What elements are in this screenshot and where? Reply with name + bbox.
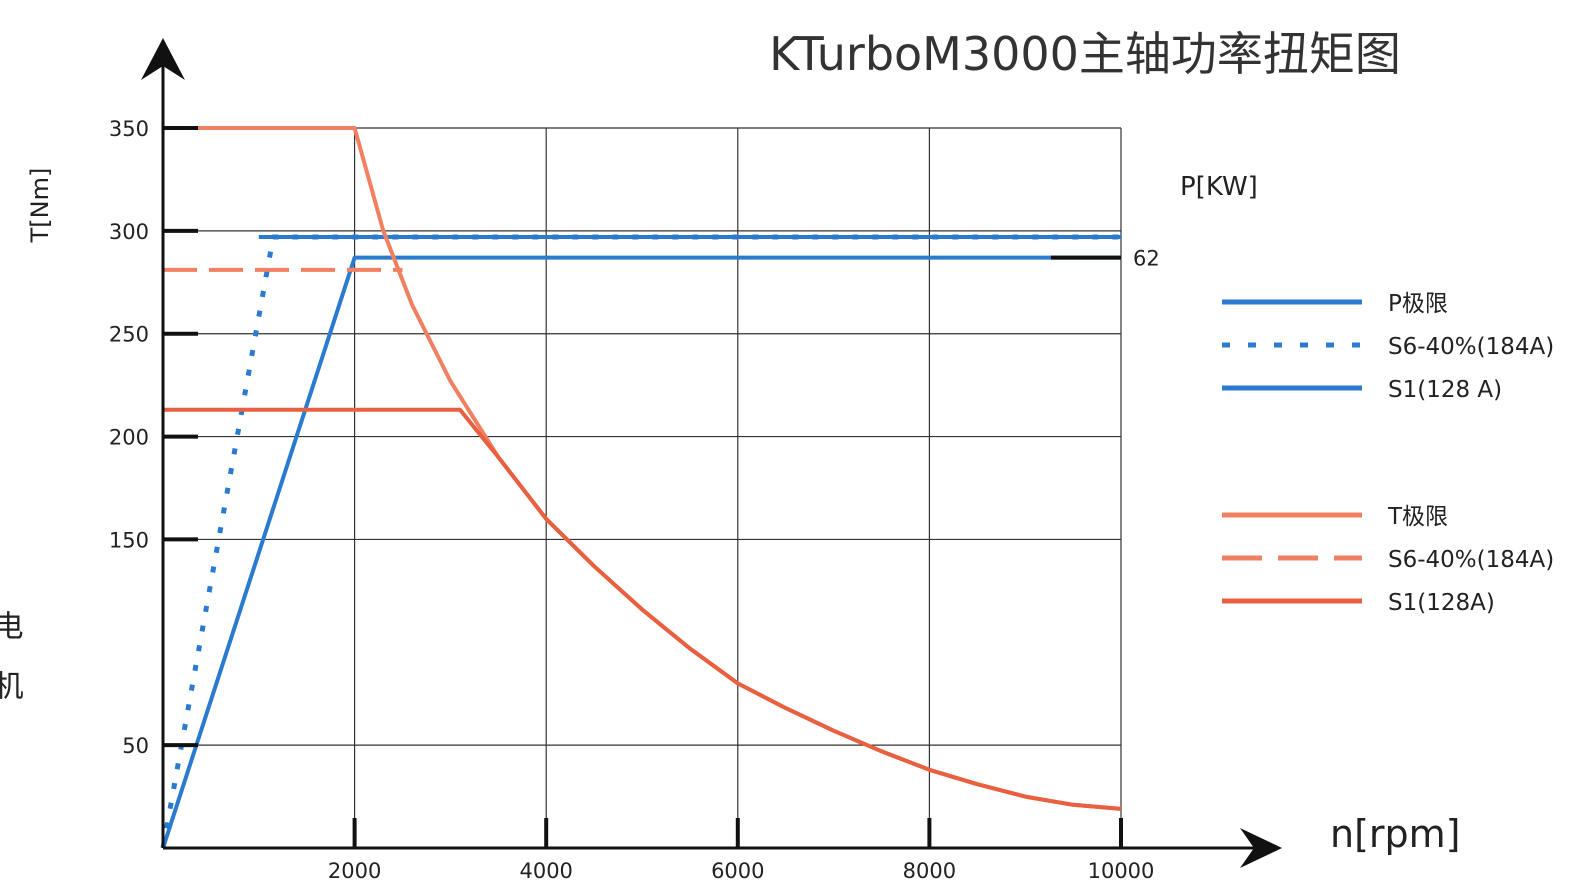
axes-layer: 50 150 200 250 300 350 2000 4000 6000 8000 10000 62 [109, 38, 1282, 883]
y-axis-label: T[Nm] [26, 168, 54, 244]
legend-power-label-1: S6-40%(184A) [1388, 334, 1554, 360]
x-axis-arrow [1240, 828, 1282, 868]
y-tick-label: 200 [109, 426, 149, 450]
power-tick-label: 62 [1133, 247, 1160, 271]
series-line-3 [163, 126, 1122, 811]
y-tick-label: 350 [109, 117, 149, 141]
y-tick-label: 50 [122, 734, 149, 758]
x-tick-label: 4000 [519, 859, 572, 882]
legend-power-label-0: P极限 [1388, 291, 1448, 317]
legend-power-label-2: S1(128 A) [1388, 377, 1502, 403]
y-tick-label: 300 [109, 220, 149, 244]
series-line-5 [163, 407, 1122, 811]
y-axis-arrow [141, 38, 185, 80]
x-tick-label: 6000 [711, 859, 764, 882]
y-tick-label: 150 [109, 528, 149, 552]
x-tick-label: 8000 [903, 859, 956, 882]
power-axis-label: P[KW] [1180, 172, 1258, 202]
y-tick-label: 250 [109, 323, 149, 347]
chart-title: KTurboM3000主轴功率扭矩图 [769, 27, 1401, 81]
side-text-fragment: 电机 [0, 610, 24, 730]
legend-torque-label-1: S6-40%(184A) [1388, 547, 1554, 573]
legend-torque-label-2: S1(128A) [1388, 590, 1495, 616]
x-tick-label: 10000 [1088, 859, 1155, 882]
series-line-1 [160, 234, 1121, 849]
x-tick-label: 2000 [328, 859, 381, 882]
legend-torque-label-0: T极限 [1387, 504, 1448, 530]
legend: P极限 S6-40%(184A) S1(128 A) T极限 S6-40%(184A) S… [1222, 291, 1554, 616]
series-layer [160, 126, 1122, 849]
series-line-2 [161, 255, 1121, 849]
x-axis-label: n[rpm] [1330, 812, 1461, 856]
